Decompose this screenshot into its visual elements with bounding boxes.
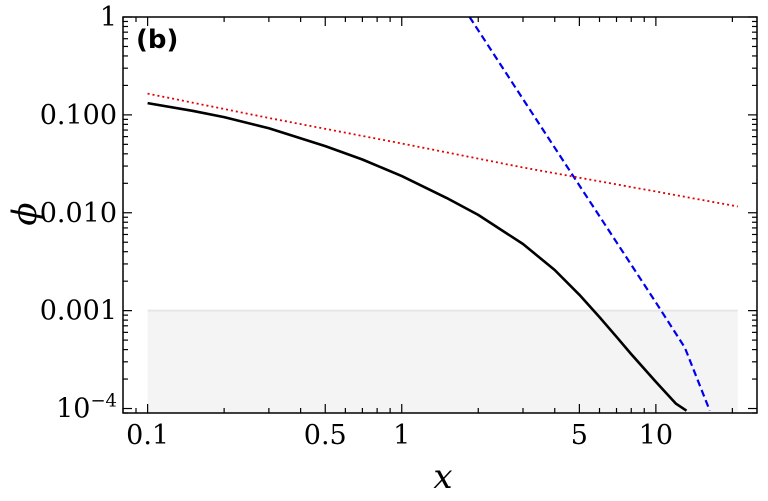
x-axis-label: x <box>433 457 452 497</box>
series-line-solid <box>147 101 688 412</box>
x-tick-label: 5 <box>571 420 588 451</box>
panel-label: (b) <box>136 25 178 55</box>
x-tick-label: 0.1 <box>126 420 169 451</box>
y-tick-label: 0.001 <box>40 296 117 327</box>
y-tick-label: 1 <box>100 2 117 33</box>
tick-labels-layer: 0.1 0.5 1 5 10 1 0.100 0.010 0.001 10−4 <box>40 2 673 451</box>
y-tick-label: 0.100 <box>40 100 117 131</box>
shaded-region <box>147 310 738 413</box>
y-tick-label: 0.010 <box>40 198 117 229</box>
x-tick-label: 1 <box>393 420 410 451</box>
series-layer <box>147 17 738 412</box>
y-tick-label: 10−4 <box>56 391 117 425</box>
x-tick-label: 10 <box>639 420 673 451</box>
series-line-dotted <box>147 92 738 208</box>
plot-frame <box>122 16 758 414</box>
shaded-region-layer <box>147 309 738 413</box>
y-axis-label: ϕ <box>5 202 45 225</box>
x-tick-label: 0.5 <box>304 420 347 451</box>
series-line-dashed <box>468 17 711 412</box>
